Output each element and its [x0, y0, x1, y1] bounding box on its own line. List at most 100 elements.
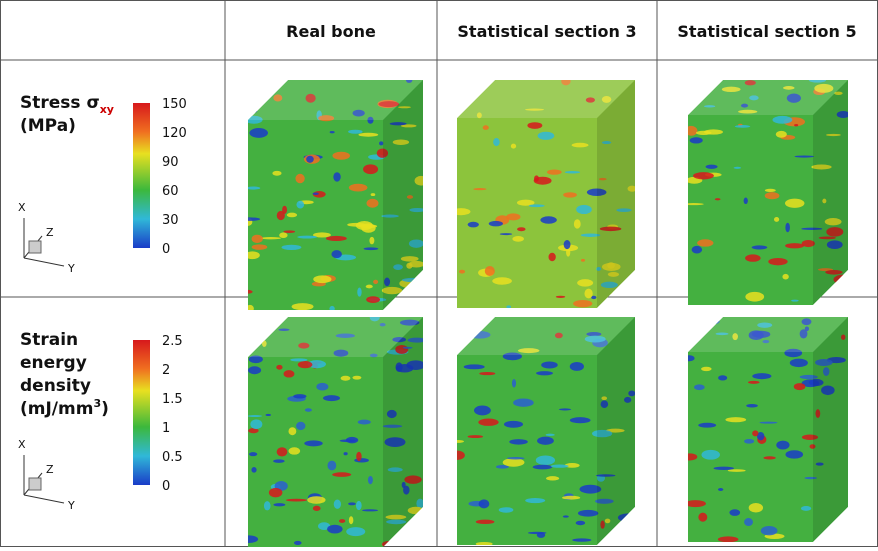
texture-spot: [826, 133, 841, 137]
texture-spot: [826, 227, 844, 237]
texture-spot: [513, 398, 534, 407]
texture-spot: [251, 244, 268, 250]
texture-spot: [332, 151, 350, 160]
texture-spot: [584, 335, 606, 343]
colorbar-tick-label: 2: [162, 363, 170, 378]
texture-spot: [388, 304, 410, 310]
texture-spot: [694, 384, 705, 391]
texture-spot: [566, 247, 571, 257]
texture-spot: [249, 128, 268, 138]
texture-spot: [386, 409, 397, 419]
texture-spot: [475, 519, 495, 525]
texture-spot: [725, 417, 747, 423]
texture-spot: [527, 122, 543, 129]
colorbar-tick-label: 1: [162, 421, 170, 436]
texture-spot: [808, 80, 827, 83]
texture-spot: [248, 304, 254, 310]
texture-spot: [411, 298, 417, 301]
texture-spot: [406, 360, 423, 370]
texture-spot: [312, 232, 331, 238]
texture-spot: [488, 220, 503, 227]
texture-spot: [555, 295, 566, 298]
texture-spot: [763, 456, 776, 460]
texture-spot: [250, 419, 263, 430]
column-header: Statistical section 3: [457, 22, 636, 41]
texture-spot: [691, 245, 703, 254]
texture-spot: [604, 518, 611, 524]
texture-spot: [346, 527, 366, 537]
texture-spot: [773, 217, 780, 222]
texture-spot: [297, 361, 313, 369]
texture-spot: [688, 453, 698, 461]
bone-side: [597, 80, 635, 308]
axis-label: Z: [46, 463, 54, 476]
texture-spot: [408, 239, 423, 248]
unit-text: (mJ/mm: [20, 399, 93, 419]
texture-spot: [293, 540, 302, 545]
texture-spot: [340, 375, 351, 381]
texture-spot: [276, 210, 285, 221]
texture-spot: [801, 239, 815, 248]
texture-spot: [834, 91, 843, 95]
bone-body: [457, 80, 635, 308]
texture-spot: [826, 526, 839, 534]
texture-spot: [357, 419, 371, 425]
texture-spot: [576, 204, 592, 215]
texture-spot: [563, 239, 571, 250]
row-label-unit: (MPa): [20, 116, 76, 136]
texture-spot: [283, 230, 296, 234]
texture-spot: [395, 362, 403, 373]
texture-spot: [814, 83, 834, 93]
texture-spot: [389, 122, 407, 126]
texture-spot: [495, 464, 509, 469]
texture-spot: [592, 429, 613, 438]
bone-render: [457, 80, 635, 308]
texture-spot: [782, 273, 789, 280]
texture-spot: [367, 475, 373, 485]
texture-spot: [362, 509, 379, 512]
axis-label: Y: [67, 262, 75, 275]
texture-spot: [801, 434, 819, 440]
texture-spot: [409, 207, 423, 213]
texture-spot: [478, 499, 490, 509]
texture-spot: [248, 535, 259, 544]
texture-spot: [387, 467, 403, 472]
texture-spot: [510, 143, 517, 149]
texture-spot: [407, 337, 423, 343]
texture-spot: [793, 383, 806, 391]
texture-spot: [688, 203, 704, 206]
texture-spot: [809, 444, 816, 449]
texture-spot: [457, 440, 464, 443]
texture-spot: [408, 260, 423, 268]
unit-end: ): [101, 399, 109, 419]
texture-spot: [561, 80, 571, 86]
texture-spot: [698, 512, 708, 522]
texture-spot: [772, 115, 793, 124]
texture-spot: [764, 192, 780, 200]
texture-spot: [327, 460, 337, 471]
texture-spot: [801, 227, 823, 230]
texture-spot: [378, 101, 400, 108]
texture-spot: [759, 421, 778, 424]
texture-spot: [398, 106, 411, 109]
texture-spot: [748, 330, 764, 341]
texture-spot: [537, 131, 555, 140]
texture-spot: [416, 498, 423, 509]
texture-spot: [295, 173, 305, 184]
texture-spot: [384, 277, 391, 287]
texture-spot: [595, 474, 616, 477]
texture-spot: [600, 520, 605, 529]
texture-spot: [304, 440, 323, 447]
texture-spot: [760, 526, 778, 536]
axis-line: [23, 257, 65, 267]
texture-spot: [325, 235, 347, 242]
axis-cube: [28, 477, 42, 491]
texture-spot: [296, 200, 305, 209]
texture-spot: [506, 213, 521, 221]
texture-spot: [822, 198, 827, 204]
texture-spot: [276, 364, 283, 370]
texture-spot: [800, 506, 812, 511]
texture-spot: [273, 94, 283, 102]
texture-spot: [748, 502, 764, 513]
texture-spot: [784, 198, 805, 208]
